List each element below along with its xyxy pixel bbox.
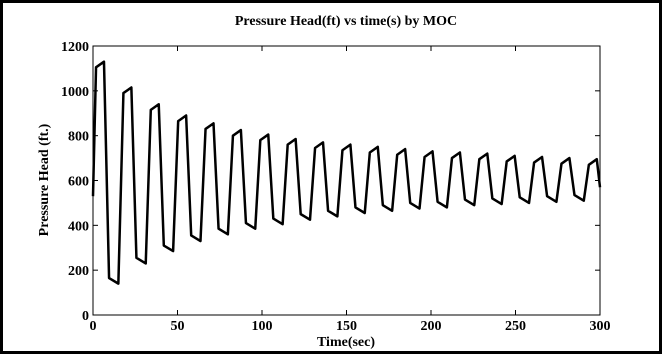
y-tick-label: 0: [82, 309, 89, 324]
y-tick-label: 1200: [61, 40, 89, 55]
y-tick-label: 400: [68, 219, 89, 234]
x-tick-label: 100: [252, 319, 273, 334]
line-series: [91, 60, 602, 285]
y-tick-label: 1000: [61, 85, 89, 100]
y-tick-label: 600: [68, 175, 89, 190]
x-tick-label: 0: [90, 319, 97, 334]
x-tick-label: 250: [505, 319, 526, 334]
x-tick-label: 50: [171, 319, 185, 334]
x-axis-label: Time(sec): [317, 335, 375, 350]
x-tick-label: 300: [590, 319, 611, 334]
x-tick-label: 150: [336, 319, 357, 334]
chart-title: Pressure Head(ft) vs time(s) by MOC: [235, 14, 457, 29]
x-tick-label: 200: [421, 319, 442, 334]
y-tick-label: 200: [68, 264, 89, 279]
y-axis-label: Pressure Head (ft.): [37, 123, 52, 236]
y-tick-label: 800: [68, 130, 89, 145]
